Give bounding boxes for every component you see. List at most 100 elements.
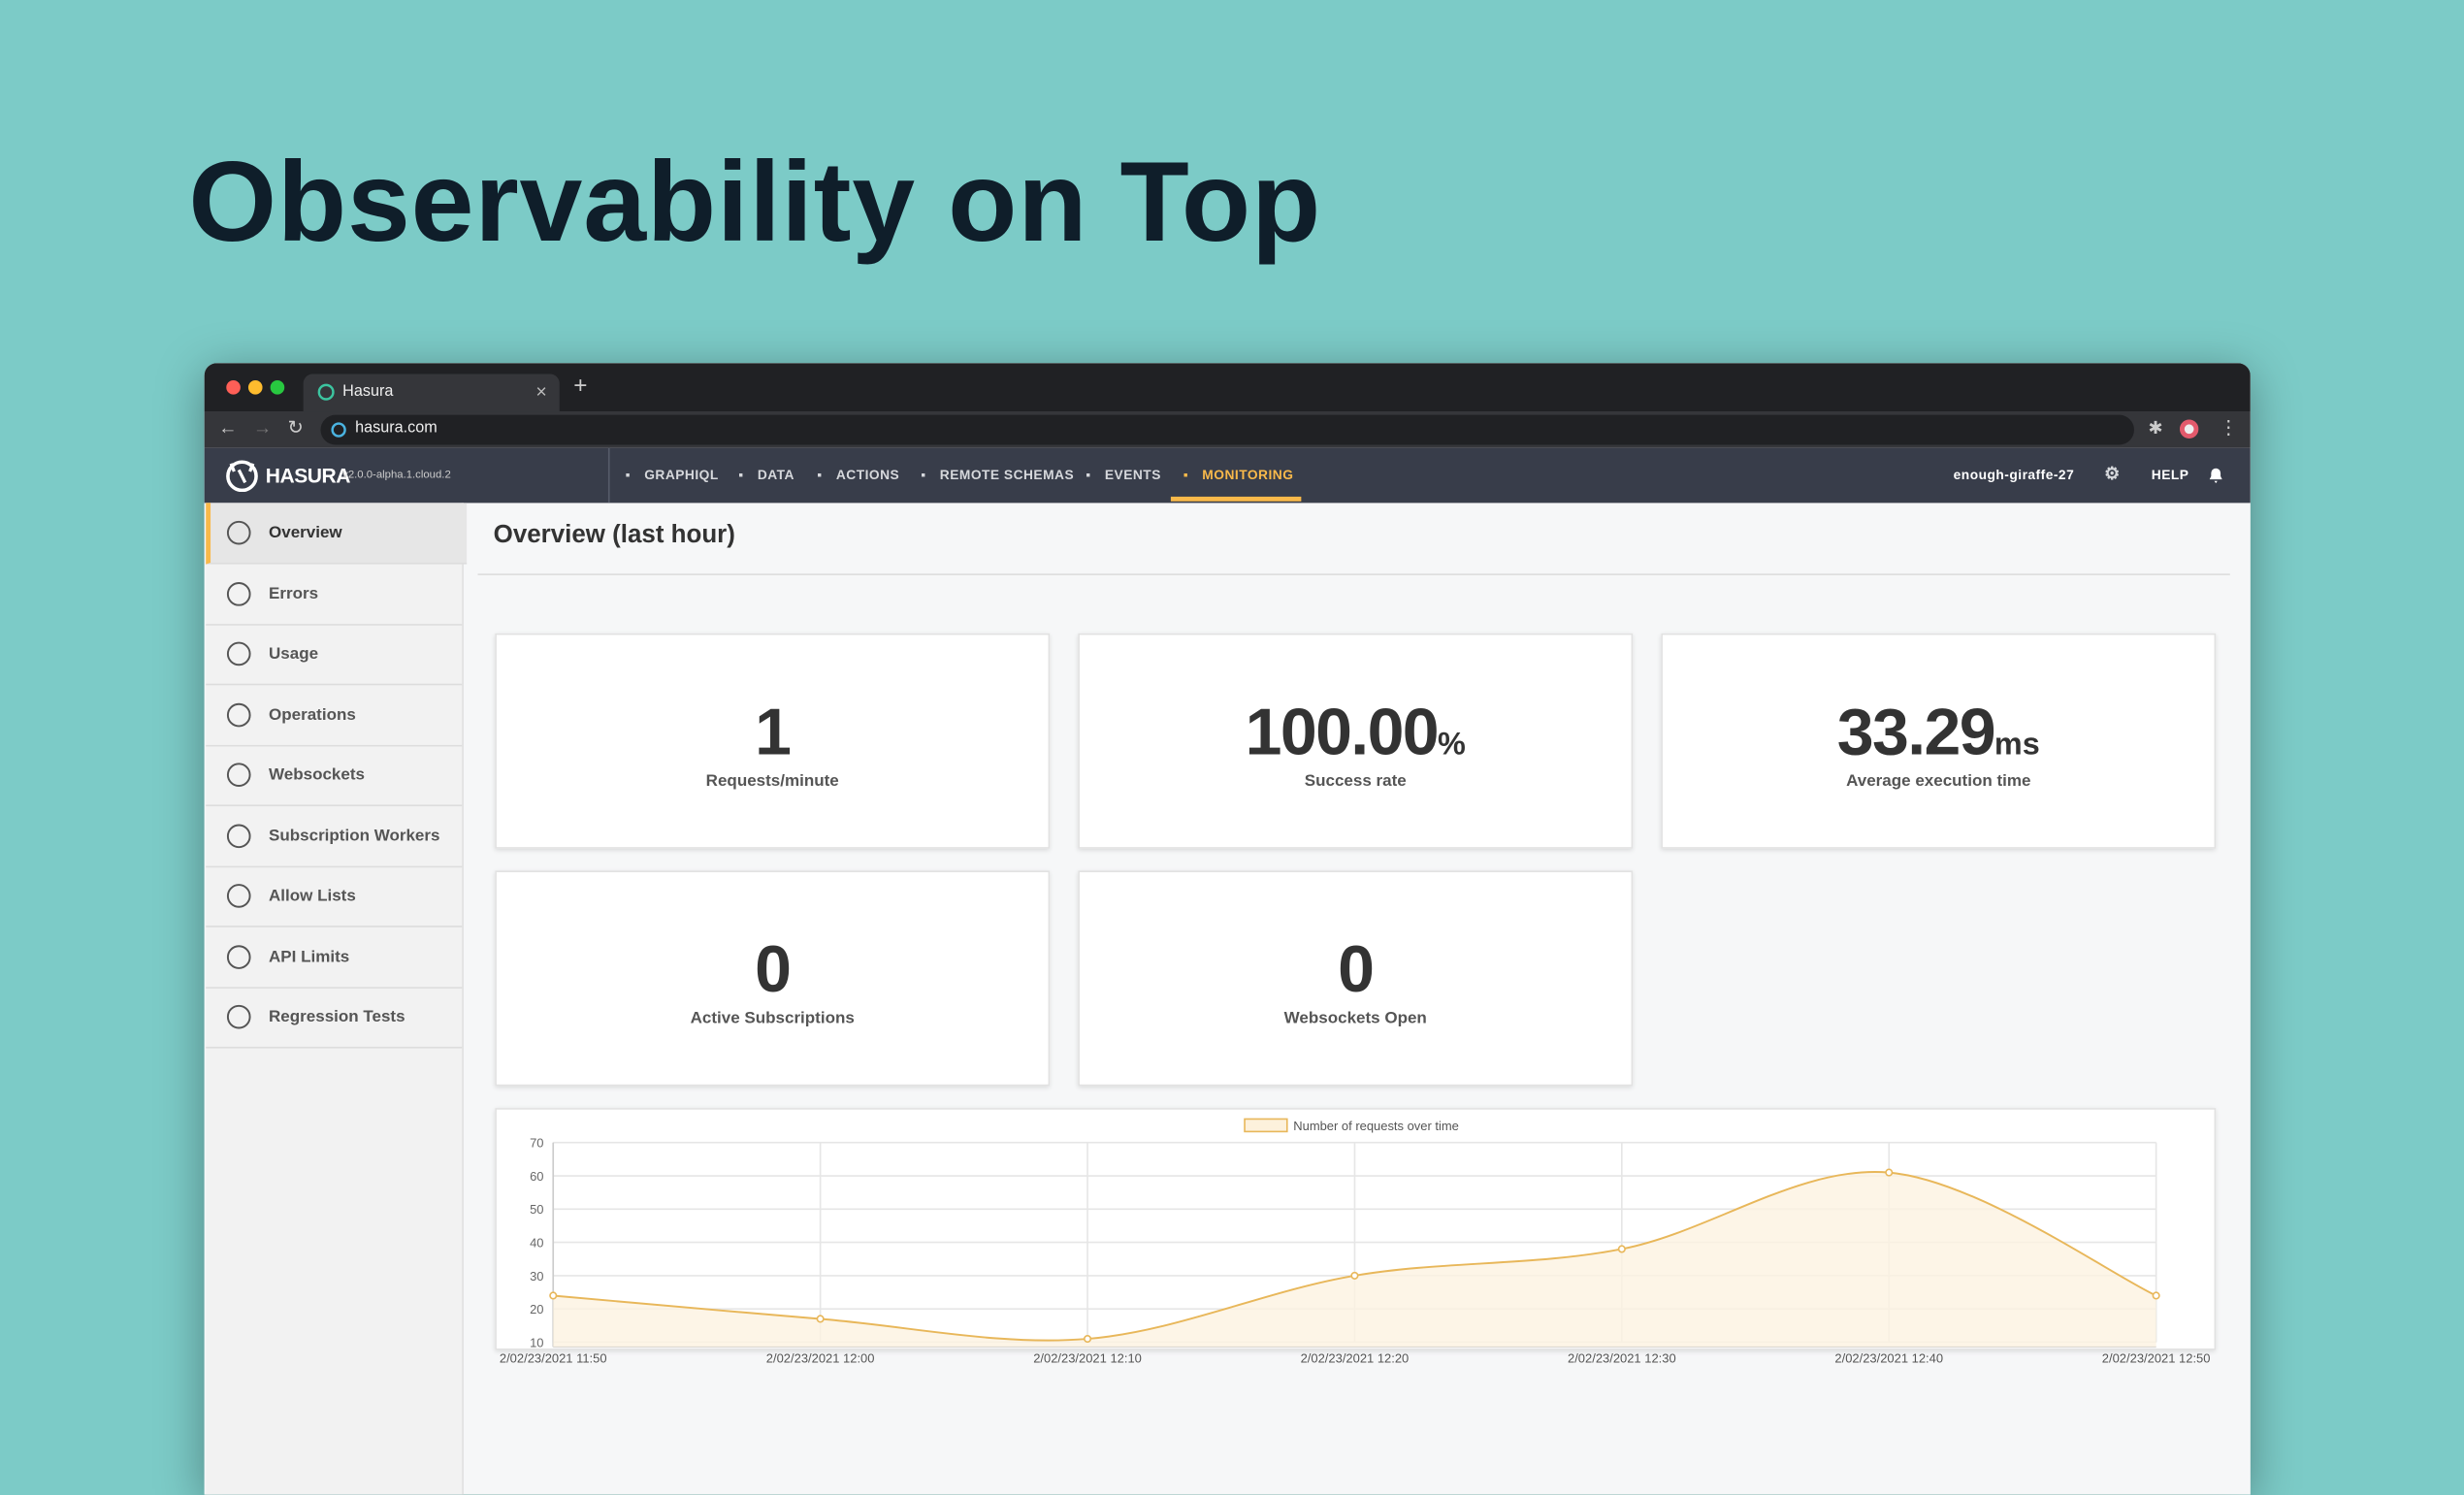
bell[interactable] — [2208, 467, 2223, 484]
sidebar-item[interactable]: Operations — [206, 685, 463, 746]
sidebar-label: Regression Tests — [269, 1007, 405, 1026]
active-underline — [1170, 496, 1302, 502]
nav-icon: ▪ — [817, 467, 823, 483]
close-dot[interactable] — [226, 380, 241, 395]
project-name[interactable]: enough-giraffe-27 — [1953, 467, 2075, 483]
sidebar-label: Allow Lists — [269, 886, 356, 906]
nav-icon: ▪ — [1086, 467, 1091, 483]
icon-ring — [226, 823, 251, 848]
sidebar-label: Websockets — [269, 764, 365, 785]
menu[interactable]: ⋮ — [2219, 416, 2238, 439]
sidebar-item[interactable]: API Limits — [206, 926, 463, 989]
y-tick-label: 40 — [530, 1235, 543, 1250]
x-tick-label: 2/02/23/2021 12:30 — [1568, 1351, 1676, 1366]
legend-label: Number of requests over time — [1293, 1119, 1459, 1133]
x-tick-label: 2/02/23/2021 11:50 — [500, 1351, 607, 1366]
nav-item[interactable]: REMOTE SCHEMAS — [939, 467, 1075, 483]
icon-ring — [226, 701, 251, 727]
nav-icon: ▪ — [625, 467, 632, 483]
sidebar-label: Subscription Workers — [269, 826, 440, 845]
nav-icon: ▪ — [921, 467, 926, 483]
stat-label: Requests/minute — [705, 771, 839, 791]
area — [553, 1171, 2156, 1348]
sidebar-item[interactable]: Regression Tests — [206, 987, 463, 1049]
stat-card: 100.00% Success rate — [1078, 633, 1634, 849]
avatar[interactable] — [2179, 419, 2199, 439]
reload[interactable]: ↻ — [287, 416, 304, 439]
point — [2152, 1291, 2160, 1300]
divider — [607, 447, 610, 504]
url: hasura.com — [355, 419, 438, 438]
x-tick-label: 2/02/23/2021 12:40 — [1834, 1351, 1943, 1366]
settings[interactable]: ⚙ — [2104, 465, 2121, 484]
icon-ring — [226, 581, 251, 605]
help[interactable]: HELP — [2151, 467, 2189, 483]
point — [1885, 1168, 1894, 1177]
point — [1617, 1245, 1626, 1253]
stat-value: 100.00 — [1245, 695, 1440, 769]
point — [816, 1315, 825, 1323]
back[interactable]: ← — [218, 416, 238, 439]
nav-item[interactable]: MONITORING — [1202, 467, 1294, 483]
app-header: HASURA v2.0.0-alpha.1.cloud.2 GRAPHIQL ▪ D… — [204, 447, 2251, 504]
logo-icon — [226, 460, 258, 493]
stat-value-row: 0 — [497, 932, 1049, 1008]
sidebar-icon — [226, 884, 251, 908]
sidebar-icon — [226, 581, 251, 605]
version: v2.0.0-alpha.1.cloud.2 — [342, 470, 451, 481]
y-tick-label: 50 — [530, 1202, 543, 1217]
stat-card: 33.29ms Average execution time — [1661, 633, 2217, 849]
forward[interactable]: → — [252, 416, 273, 439]
sidebar-label: Usage — [269, 644, 319, 664]
nav-item[interactable]: DATA — [757, 467, 794, 483]
address-bar[interactable]: hasura.com — [320, 414, 2134, 445]
stat-unit: % — [1438, 728, 1466, 763]
stat-label: Average execution time — [1846, 771, 2031, 791]
point — [549, 1291, 558, 1300]
stat-value-row: 0 — [1080, 932, 1632, 1008]
stat-unit: ms — [1994, 728, 2040, 763]
sidebar-item[interactable]: Usage — [206, 624, 463, 686]
stat-value-row: 100.00% — [1080, 695, 1632, 770]
sidebar-icon — [226, 763, 251, 787]
point — [1350, 1271, 1359, 1280]
x-tick-label: 2/02/23/2021 12:10 — [1033, 1351, 1142, 1366]
nav-item[interactable]: EVENTS — [1104, 467, 1161, 483]
sidebar-icon — [226, 520, 251, 545]
sidebar-label: API Limits — [269, 947, 350, 966]
sidebar-label: Errors — [269, 583, 319, 603]
tab[interactable]: Hasura × — [303, 374, 560, 412]
tab-title: Hasura — [342, 383, 394, 402]
nav-item[interactable]: GRAPHIQL — [644, 467, 719, 483]
sidebar-icon — [226, 944, 251, 969]
stat-card: 1 Requests/minute — [495, 633, 1051, 849]
max-dot[interactable] — [270, 380, 285, 395]
y-tick-label: 60 — [530, 1169, 543, 1184]
y-tick-label: 20 — [530, 1302, 543, 1316]
min-dot[interactable] — [247, 380, 263, 395]
page-title: Overview (last hour) — [493, 521, 735, 549]
tab-close[interactable]: × — [535, 380, 547, 403]
stat-value: 0 — [1338, 931, 1375, 1006]
stat-value-row: 1 — [497, 695, 1049, 770]
icon-ring — [226, 641, 251, 666]
y-tick-label: 10 — [530, 1335, 543, 1349]
sidebar-item[interactable]: Subscription Workers — [206, 805, 463, 867]
sidebar-item[interactable]: Overview — [206, 503, 468, 565]
stat-card: 0 Active Subscriptions — [495, 870, 1051, 1087]
sidebar-item[interactable]: Allow Lists — [206, 866, 463, 927]
new-tab[interactable]: + — [573, 372, 588, 400]
heading: Observability on Top — [188, 140, 1322, 266]
stat-value: 33.29 — [1836, 695, 1996, 769]
url-row: ← → ↻ hasura.com ✱ ⋮ — [204, 411, 2251, 448]
sidebar-item[interactable]: Websockets — [206, 745, 463, 807]
icon-ring — [226, 944, 251, 969]
sidebar-item[interactable]: Errors — [206, 564, 463, 625]
tab-bar: Hasura × + — [204, 363, 2251, 412]
chart: 10 20 30 40 50 60 70 2/02/23/2021 11:50 2/02/23/… — [500, 1118, 2210, 1366]
nav-item[interactable]: ACTIONS — [835, 467, 900, 483]
stat-card: 0 Websockets Open — [1078, 870, 1634, 1087]
icon-ring — [226, 763, 251, 787]
extensions[interactable]: ✱ — [2148, 419, 2163, 439]
